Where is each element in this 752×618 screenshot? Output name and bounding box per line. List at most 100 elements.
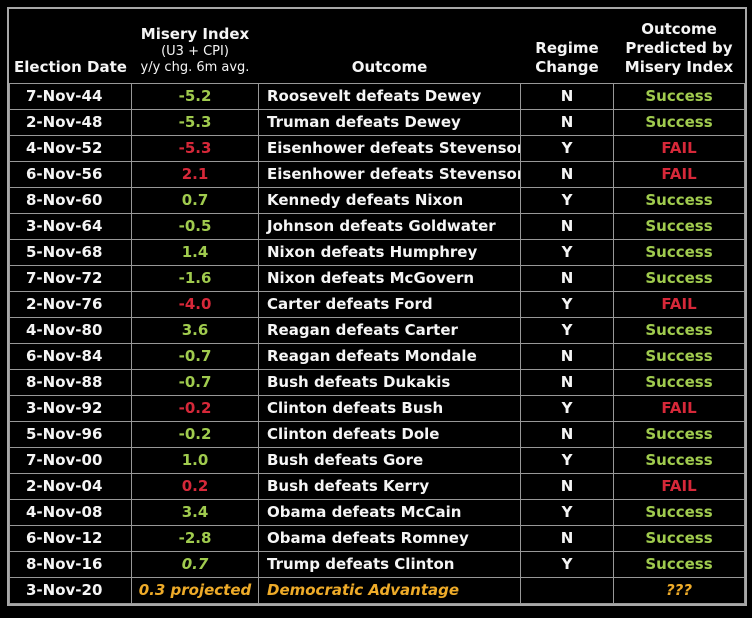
- table-row: 7-Nov-00 1.0 Bush defeats Gore Y Success: [9, 446, 745, 474]
- predicted-outcome-cell: Success: [613, 186, 745, 214]
- col-header-election-date: Election Date: [9, 9, 132, 84]
- outcome-cell: Kennedy defeats Nixon: [258, 186, 521, 214]
- outcome-cell: Nixon defeats McGovern: [258, 264, 521, 292]
- outcome-cell: Eisenhower defeats Stevenson: [258, 160, 521, 188]
- election-date-cell: 6-Nov-56: [9, 160, 132, 188]
- table-row: 6-Nov-84 -0.7 Reagan defeats Mondale N S…: [9, 342, 745, 370]
- predicted-outcome-cell: FAIL: [613, 160, 745, 188]
- table-row: 2-Nov-04 0.2 Bush defeats Kerry N FAIL: [9, 472, 745, 500]
- table-row: 7-Nov-44 -5.2 Roosevelt defeats Dewey N …: [9, 82, 745, 110]
- regime-change-cell: N: [520, 160, 614, 188]
- predicted-outcome-cell: FAIL: [613, 394, 745, 422]
- election-date-cell: 4-Nov-08: [9, 498, 132, 526]
- outcome-cell: Eisenhower defeats Stevenson: [258, 134, 521, 162]
- table-row: 8-Nov-60 0.7 Kennedy defeats Nixon Y Suc…: [9, 186, 745, 214]
- regime-change-cell: Y: [520, 238, 614, 266]
- table-body: 7-Nov-44 -5.2 Roosevelt defeats Dewey N …: [9, 82, 745, 604]
- regime-change-cell: N: [520, 342, 614, 370]
- outcome-cell: Reagan defeats Carter: [258, 316, 521, 344]
- regime-change-cell: N: [520, 472, 614, 500]
- outcome-label: Outcome: [351, 57, 428, 76]
- election-date-cell: 5-Nov-68: [9, 238, 132, 266]
- col-header-outcome: Outcome: [258, 9, 521, 84]
- table-row: 3-Nov-64 -0.5 Johnson defeats Goldwater …: [9, 212, 745, 240]
- outcome-cell: Reagan defeats Mondale: [258, 342, 521, 370]
- predicted-outcome-cell: FAIL: [613, 134, 745, 162]
- outcome-cell: Nixon defeats Humphrey: [258, 238, 521, 266]
- outcome-cell: Clinton defeats Dole: [258, 420, 521, 448]
- predicted-outcome-cell: ???: [613, 576, 745, 604]
- election-date-cell: 3-Nov-92: [9, 394, 132, 422]
- election-date-cell: 6-Nov-84: [9, 342, 132, 370]
- outcome-cell: Bush defeats Dukakis: [258, 368, 521, 396]
- table-frame: Election Date Misery Index (U3 + CPI) y/…: [7, 7, 747, 606]
- regime-change-cell: Y: [520, 316, 614, 344]
- predicted-outcome-cell: Success: [613, 498, 745, 526]
- predicted-outcome-cell: Success: [613, 420, 745, 448]
- regime-change-cell: Y: [520, 446, 614, 474]
- regime-change-cell: Y: [520, 394, 614, 422]
- table-row: 2-Nov-48 -5.3 Truman defeats Dewey N Suc…: [9, 108, 745, 136]
- misery-index-cell: 0.3 projected: [131, 576, 259, 604]
- table-row: 5-Nov-68 1.4 Nixon defeats Humphrey Y Su…: [9, 238, 745, 266]
- regime-change-cell: N: [520, 108, 614, 136]
- predicted-label-line3: Misery Index: [624, 57, 734, 76]
- misery-index-cell: 0.7: [131, 186, 259, 214]
- election-date-cell: 3-Nov-64: [9, 212, 132, 240]
- misery-index-cell: -5.3: [131, 134, 259, 162]
- misery-index-cell: -5.3: [131, 108, 259, 136]
- regime-change-cell: N: [520, 82, 614, 110]
- regime-change-cell: Y: [520, 498, 614, 526]
- table-row: 4-Nov-52 -5.3 Eisenhower defeats Stevens…: [9, 134, 745, 162]
- election-date-cell: 4-Nov-52: [9, 134, 132, 162]
- regime-change-cell: N: [520, 368, 614, 396]
- regime-label-line2: Change: [535, 57, 599, 76]
- misery-index-cell: -0.7: [131, 342, 259, 370]
- election-date-cell: 4-Nov-80: [9, 316, 132, 344]
- election-date-cell: 3-Nov-20: [9, 576, 132, 604]
- predicted-outcome-cell: Success: [613, 368, 745, 396]
- misery-index-subtitle-u3-cpi: (U3 + CPI): [161, 44, 229, 59]
- election-date-cell: 7-Nov-44: [9, 82, 132, 110]
- misery-index-cell: -2.8: [131, 524, 259, 552]
- election-date-cell: 2-Nov-48: [9, 108, 132, 136]
- misery-index-cell: 0.7: [131, 550, 259, 578]
- predicted-outcome-cell: Success: [613, 316, 745, 344]
- table-row: 2-Nov-76 -4.0 Carter defeats Ford Y FAIL: [9, 290, 745, 318]
- regime-change-cell: N: [520, 212, 614, 240]
- regime-change-cell: Y: [520, 290, 614, 318]
- table-row: 4-Nov-08 3.4 Obama defeats McCain Y Succ…: [9, 498, 745, 526]
- election-date-cell: 6-Nov-12: [9, 524, 132, 552]
- misery-index-cell: -4.0: [131, 290, 259, 318]
- misery-index-cell: 1.0: [131, 446, 259, 474]
- misery-index-cell: -0.2: [131, 394, 259, 422]
- table-header: Election Date Misery Index (U3 + CPI) y/…: [9, 9, 745, 84]
- table-row: 3-Nov-92 -0.2 Clinton defeats Bush Y FAI…: [9, 394, 745, 422]
- election-date-cell: 2-Nov-76: [9, 290, 132, 318]
- predicted-outcome-cell: Success: [613, 264, 745, 292]
- outcome-cell: Johnson defeats Goldwater: [258, 212, 521, 240]
- outcome-cell: Bush defeats Kerry: [258, 472, 521, 500]
- predicted-label-line2: Predicted by: [625, 39, 733, 57]
- misery-index-cell: 3.6: [131, 316, 259, 344]
- header-row: Election Date Misery Index (U3 + CPI) y/…: [9, 9, 745, 84]
- misery-index-cell: -0.5: [131, 212, 259, 240]
- table-row: 5-Nov-96 -0.2 Clinton defeats Dole N Suc…: [9, 420, 745, 448]
- election-date-cell: 7-Nov-00: [9, 446, 132, 474]
- misery-index-cell: -1.6: [131, 264, 259, 292]
- regime-change-cell: Y: [520, 134, 614, 162]
- predicted-outcome-cell: Success: [613, 82, 745, 110]
- regime-change-cell: Y: [520, 186, 614, 214]
- predicted-outcome-cell: Success: [613, 342, 745, 370]
- election-date-cell: 2-Nov-04: [9, 472, 132, 500]
- misery-index-cell: -0.7: [131, 368, 259, 396]
- predicted-outcome-cell: Success: [613, 550, 745, 578]
- regime-change-cell: [520, 576, 614, 604]
- col-header-predicted-outcome: Outcome Predicted by Misery Index: [613, 9, 745, 84]
- outcome-cell: Obama defeats McCain: [258, 498, 521, 526]
- misery-index-cell: 3.4: [131, 498, 259, 526]
- election-date-label: Election Date: [14, 57, 127, 76]
- misery-index-cell: 2.1: [131, 160, 259, 188]
- election-date-cell: 5-Nov-96: [9, 420, 132, 448]
- col-header-regime-change: Regime Change: [520, 9, 614, 84]
